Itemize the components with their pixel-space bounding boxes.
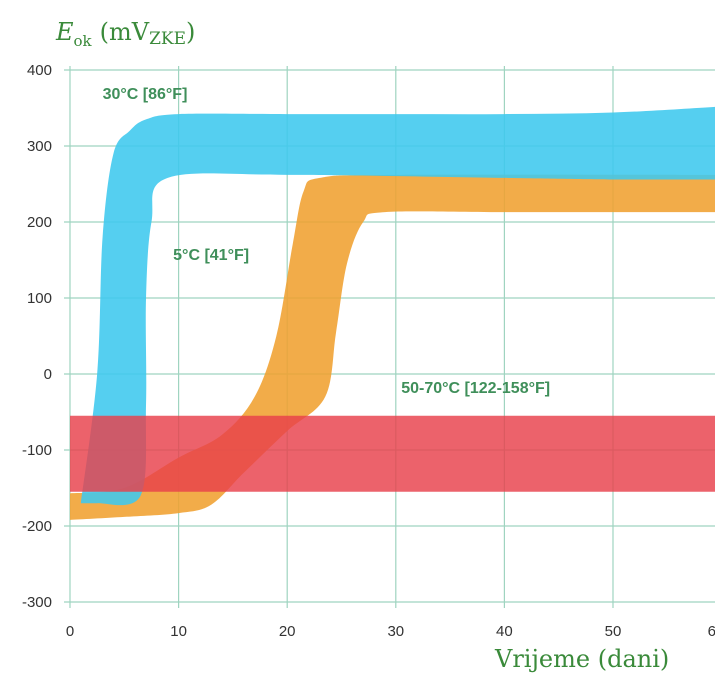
series-label: 30°C [86°F] — [103, 86, 188, 103]
y-axis-label: Eok (mVZKE) — [55, 18, 195, 50]
y-tick-label: 200 — [27, 214, 52, 231]
x-tick-label: 50 — [605, 623, 622, 640]
x-axis-label: Vrijeme (dani) — [494, 645, 669, 673]
x-tick-label: 0 — [66, 623, 74, 640]
y-tick-label: -200 — [22, 518, 52, 535]
series-label: 50-70°C [122-158°F] — [401, 380, 550, 397]
y-tick-label: 0 — [44, 366, 52, 383]
x-tick-label: 60 — [708, 623, 715, 640]
y-tick-labels: 400 300 200 100 0 -100 -200 -300 — [22, 62, 52, 611]
y-tick-label: 300 — [27, 138, 52, 155]
x-tick-label: 20 — [279, 623, 296, 640]
x-tick-label: 30 — [387, 623, 404, 640]
band-50-70c — [70, 415, 715, 492]
x-tick-label: 10 — [170, 623, 187, 640]
data-bands — [70, 106, 715, 520]
y-tick-label: -300 — [22, 594, 52, 611]
x-tick-label: 40 — [496, 623, 513, 640]
x-tick-labels: 0 10 20 30 40 50 60 — [66, 623, 715, 640]
y-tick-label: -100 — [22, 442, 52, 459]
series-labels: 30°C [86°F] 5°C [41°F] 50-70°C [122-158°F] — [103, 86, 551, 397]
y-tick-label: 100 — [27, 290, 52, 307]
series-label: 5°C [41°F] — [173, 247, 249, 264]
y-tick-label: 400 — [27, 62, 52, 79]
